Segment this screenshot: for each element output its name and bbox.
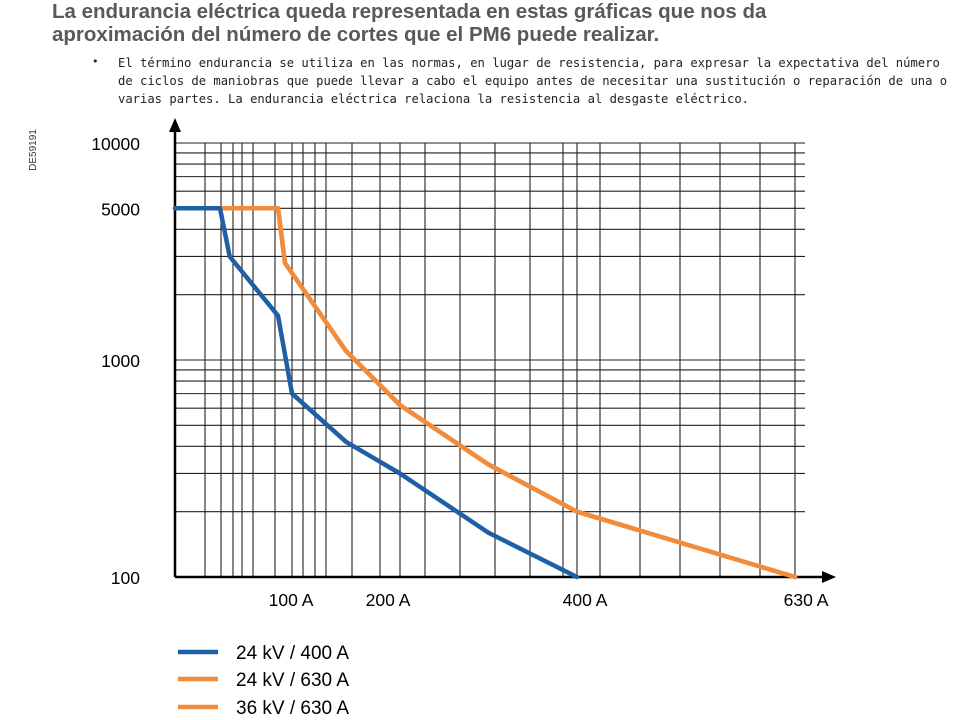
slide-title-line-1: La endurancia eléctrica queda representa… [52,0,767,23]
chart-axes [169,118,836,583]
y-tick-label: 10000 [91,134,140,154]
x-tick-label: 630 A [784,590,829,610]
bullet-marker: • [92,55,99,68]
x-tick-label: 400 A [563,590,608,610]
chart-series [172,206,798,580]
x-tick-label: 100 A [269,590,314,610]
x-tick-label: 200 A [366,590,411,610]
chart-code-label: DE59191 [28,129,39,171]
y-tick-label: 5000 [101,199,140,219]
y-axis-arrow [169,118,181,132]
legend-label: 24 kV / 630 A [236,670,349,691]
chart-legend: 24 kV / 400 A 24 kV / 630 A 36 kV / 630 A [178,643,349,719]
slide-title: La endurancia eléctrica queda representa… [52,0,960,46]
y-tick-label: 100 [111,568,140,588]
series-line [217,206,798,580]
series-line [172,206,580,580]
bullet-paragraph: El término endurancia se utiliza en las … [118,56,948,106]
series-line [217,206,798,580]
y-tick-label: 1000 [101,351,140,371]
x-axis-arrow [822,571,836,583]
slide-title-line-2: aproximación del número de cortes que el… [52,23,660,46]
chart-labels: 10000 5000 1000 100 100 A 200 A 400 A 630 A DE59… [28,129,829,610]
legend-label: 24 kV / 400 A [236,643,349,664]
legend-label: 36 kV / 630 A [236,698,349,719]
